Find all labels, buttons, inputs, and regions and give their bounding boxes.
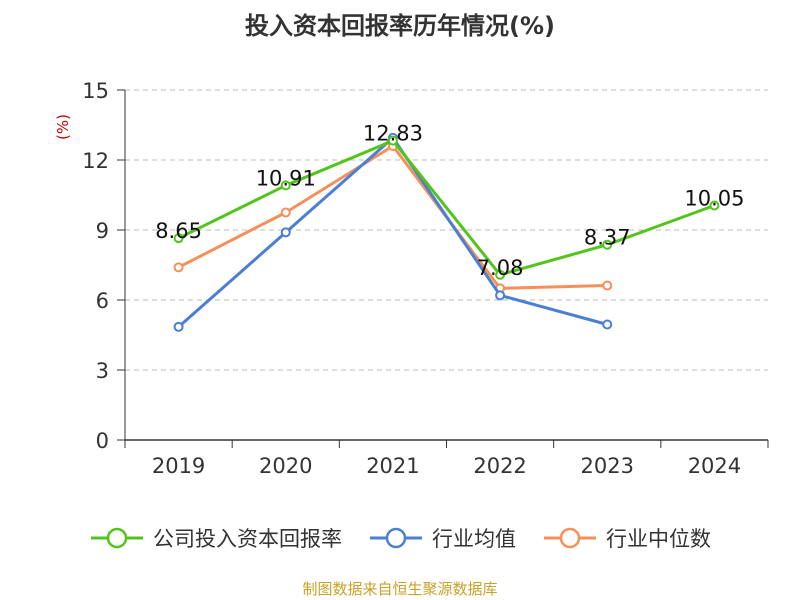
legend-label: 公司投入资本回报率 xyxy=(153,527,342,551)
legend-item: 公司投入资本回报率 xyxy=(89,523,342,553)
data-point xyxy=(495,269,506,280)
x-tick-label: 2024 xyxy=(688,454,741,478)
y-tick-label: 9 xyxy=(96,219,109,243)
data-point xyxy=(602,239,613,250)
series-layer xyxy=(173,132,720,332)
y-tick-label: 15 xyxy=(82,79,109,103)
y-tick-label: 6 xyxy=(96,289,109,313)
legend-item: 行业均值 xyxy=(368,523,516,553)
data-point xyxy=(602,280,613,291)
data-point xyxy=(173,233,184,244)
x-tick-label: 2022 xyxy=(473,454,526,478)
data-point xyxy=(495,290,506,301)
data-label: 7.08 xyxy=(477,256,524,280)
data-label: 8.65 xyxy=(155,219,202,243)
y-tick-label: 3 xyxy=(96,359,109,383)
data-point xyxy=(602,319,613,330)
data-point xyxy=(280,180,291,191)
data-label-layer: 8.65 10.91 12.83 7.08 8.37 10.05 xyxy=(155,122,744,280)
data-point xyxy=(173,321,184,332)
series-line xyxy=(177,136,608,328)
chart-title: 投入资本回报率历年情况(%) xyxy=(245,12,555,40)
data-point xyxy=(709,200,720,211)
data-point xyxy=(173,262,184,273)
data-label: 8.37 xyxy=(584,226,631,250)
y-axis-unit-label: (%) xyxy=(54,114,72,140)
legend-line-marker-icon xyxy=(370,527,422,549)
series-line xyxy=(177,144,608,290)
grid-layer xyxy=(125,89,768,371)
x-tick-label: 2019 xyxy=(152,454,205,478)
source-note: 制图数据来自恒生聚源数据库 xyxy=(302,580,498,598)
data-label: 10.05 xyxy=(684,187,744,211)
x-tick-label: 2020 xyxy=(259,454,312,478)
y-tick-label: 12 xyxy=(82,149,109,173)
data-label: 12.83 xyxy=(363,122,423,146)
data-label: 10.91 xyxy=(256,166,316,190)
axis-layer: 0 3 6 9 12 15 (%) 2019 2020 2021 2022 2023 2024 xyxy=(54,79,769,478)
legend-item: 行业中位数 xyxy=(542,523,711,553)
legend-label: 行业中位数 xyxy=(606,527,711,551)
series-line xyxy=(177,139,715,277)
legend-line-marker-icon xyxy=(91,527,143,549)
data-point xyxy=(280,227,291,238)
x-tick-label: 2023 xyxy=(581,454,634,478)
legend-label: 行业均值 xyxy=(432,527,516,551)
legend-line-marker-icon xyxy=(544,527,596,549)
x-tick-label: 2021 xyxy=(366,454,419,478)
y-tick-label: 0 xyxy=(96,429,109,453)
data-point xyxy=(280,207,291,218)
chart-legend: 公司投入资本回报率 行业均值 行业中位数 xyxy=(0,518,800,558)
data-point xyxy=(387,135,398,146)
